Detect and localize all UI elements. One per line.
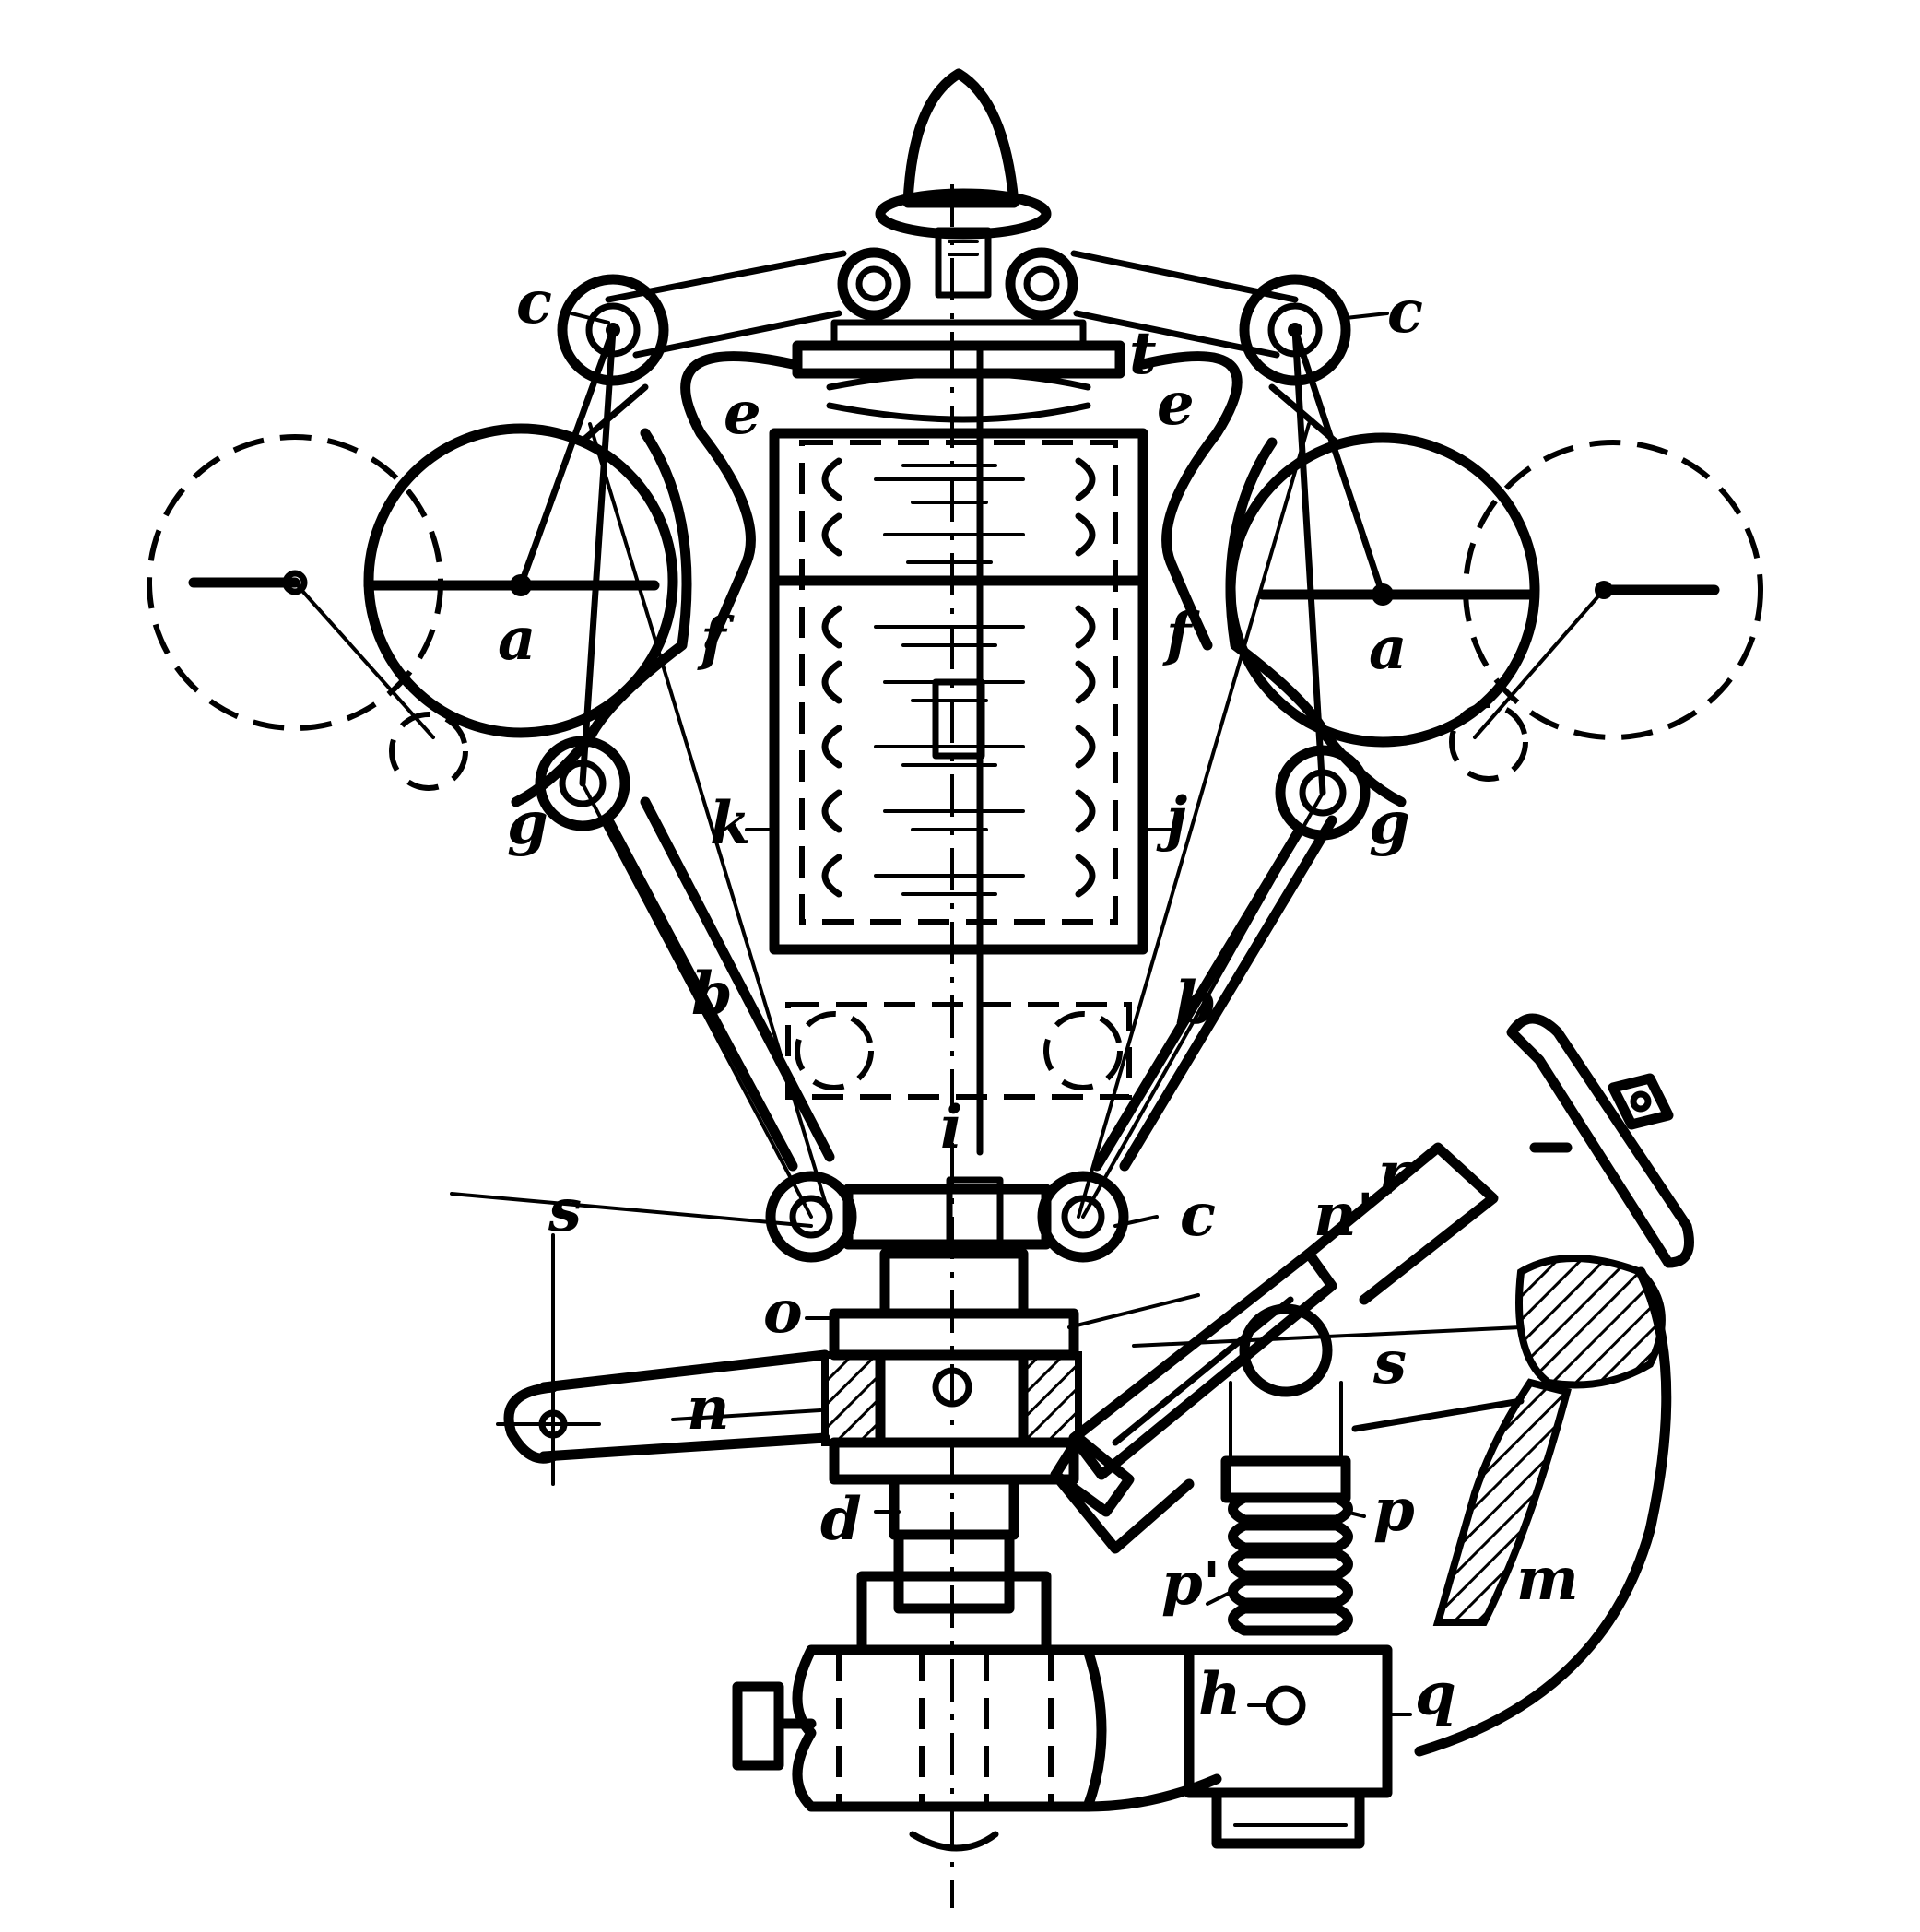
governor-arms xyxy=(517,326,1386,1219)
label-g-left: g xyxy=(507,789,548,858)
link-assembly xyxy=(1050,1142,1523,1554)
label-a-left: a xyxy=(498,605,536,674)
lower-pivots xyxy=(765,1171,1129,1263)
label-j: j xyxy=(1156,784,1187,854)
label-n: n xyxy=(687,1374,730,1443)
label-c-bottom-right: c xyxy=(1180,1181,1216,1250)
labels: c c c e e t f f a a g g k j b b i s r n'… xyxy=(498,268,1579,1729)
lower-housing xyxy=(732,1571,1222,1852)
label-p: p xyxy=(1373,1476,1415,1545)
label-k: k xyxy=(710,789,750,858)
label-o: o xyxy=(763,1278,803,1347)
label-s: s xyxy=(1372,1328,1407,1397)
label-a-right: a xyxy=(1369,614,1407,683)
bracket-m xyxy=(1351,1255,1672,1757)
handwheel xyxy=(1506,1013,1694,1268)
label-e-left: e xyxy=(724,379,761,448)
label-q: q xyxy=(1415,1660,1456,1729)
label-s-top: s xyxy=(548,1176,582,1245)
label-b-right: b xyxy=(1175,969,1217,1038)
spring-housing xyxy=(769,428,1148,955)
top-knob xyxy=(875,68,1052,299)
flyweight-left xyxy=(363,423,692,807)
spring-coils xyxy=(821,370,1096,898)
label-n-prime: n' xyxy=(1313,1181,1374,1250)
label-m: m xyxy=(1516,1545,1579,1614)
flyweight-left-extended xyxy=(147,434,443,739)
label-t-top: t xyxy=(1129,319,1157,388)
central-sleeve xyxy=(821,1248,1082,1614)
top-pulleys xyxy=(837,247,1078,321)
label-r: r xyxy=(1378,1139,1413,1208)
leader-lines xyxy=(570,312,1412,1716)
label-c-top-right: c xyxy=(1387,277,1423,347)
ghost-pivots xyxy=(389,702,1528,1100)
upper-frame xyxy=(577,250,1340,651)
label-b-left: b xyxy=(691,960,733,1029)
spring-collar xyxy=(792,319,1125,379)
screw-p xyxy=(1220,1381,1353,1636)
label-g-right: g xyxy=(1369,789,1410,858)
label-d: d xyxy=(820,1485,862,1554)
label-p-prime: p' xyxy=(1161,1549,1220,1619)
label-e-right: e xyxy=(1157,370,1195,439)
label-i: i xyxy=(940,1093,962,1162)
label-c-top-left: c xyxy=(516,268,552,337)
label-h: h xyxy=(1198,1660,1242,1729)
flyweight-right-extended xyxy=(1463,440,1763,740)
lever-n xyxy=(450,1192,830,1486)
